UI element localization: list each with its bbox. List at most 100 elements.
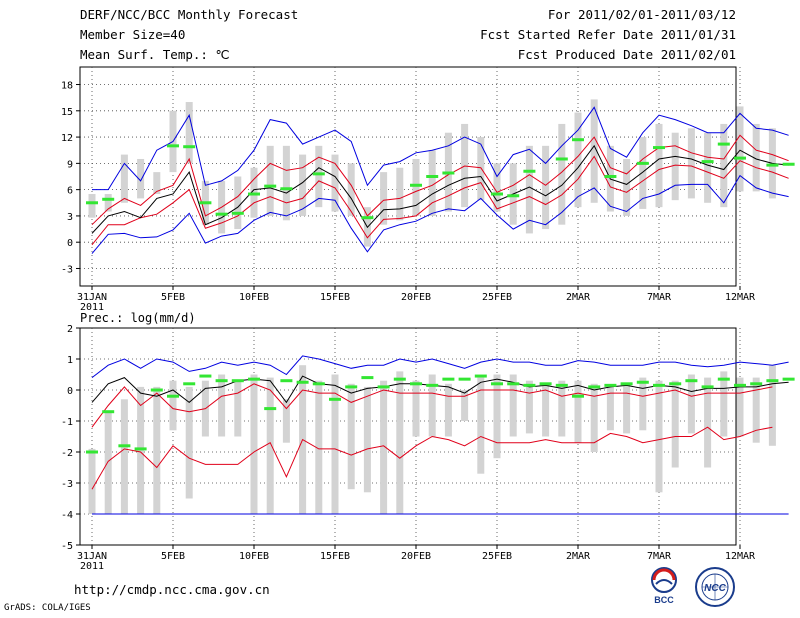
prec-xtick-label: 20FEB — [401, 551, 431, 562]
prec-obs-marker — [458, 377, 471, 381]
temp-obs-marker — [604, 175, 617, 178]
prec-box — [542, 383, 550, 437]
prec-obs-marker — [345, 385, 358, 389]
temp-outer-high-line — [92, 106, 789, 191]
prec-obs-marker — [442, 377, 455, 381]
prec-box — [655, 380, 663, 493]
temp-box — [88, 194, 96, 218]
prec-box — [736, 377, 744, 437]
prec-obs-marker — [717, 377, 730, 381]
prec-box — [428, 374, 436, 437]
prec-box — [768, 365, 776, 446]
temp-box — [428, 150, 436, 216]
temp-box — [315, 145, 323, 208]
temp-box — [525, 145, 533, 234]
temp-obs-marker — [183, 145, 196, 149]
prec-xtick-label: 25FEB — [482, 551, 512, 562]
temp-xtick-label: 25FEB — [482, 292, 512, 303]
prec-obs-marker — [572, 394, 584, 398]
ncc-logo: NCC — [695, 567, 735, 607]
temp-obs-marker — [653, 146, 665, 150]
temp-mean-line — [91, 144, 789, 234]
temp-obs-marker — [199, 201, 212, 205]
prec-xtick-label: 2MAR — [566, 551, 591, 562]
temp-obs-marker — [167, 144, 179, 148]
prec-ytick-label: -5 — [61, 541, 73, 552]
temp-obs-marker — [102, 197, 115, 201]
temp-box — [282, 145, 290, 221]
temp-obs-marker — [215, 212, 228, 216]
prec-ytick-label: 0 — [67, 386, 73, 397]
prec-box — [720, 371, 728, 437]
prec-obs-marker — [653, 383, 665, 387]
prec-box — [282, 399, 290, 443]
temp-obs-marker — [491, 192, 503, 196]
prec-obs-marker — [620, 382, 633, 386]
temp-box — [331, 154, 339, 212]
temp-obs-marker — [766, 163, 779, 167]
prec-box — [606, 386, 614, 431]
temp-obs-marker — [361, 216, 374, 220]
temp-obs-marker — [636, 161, 649, 165]
temp-obs-marker — [86, 201, 98, 205]
prec-obs-marker — [215, 379, 228, 383]
temp-xtick-label: 10FEB — [239, 292, 269, 303]
prec-box — [525, 380, 533, 434]
temp-box — [396, 167, 404, 221]
ncc-logo-text: NCC — [704, 583, 726, 594]
temp-ytick-label: 6 — [67, 186, 73, 197]
prec-year-label: 2011 — [80, 561, 104, 572]
temp-obs-marker — [523, 169, 536, 173]
prec-frame — [79, 327, 737, 546]
temp-box — [736, 106, 744, 192]
member-size-label: Member Size=40 — [80, 27, 186, 42]
prec-outer-high-line — [91, 355, 789, 378]
prec-panel: 31JAN 5FEB 10FEB 15FEB 20FEB 25FEB 2MAR 7MAR 12M… — [61, 311, 795, 572]
prec-obs-marker — [296, 380, 309, 384]
prec-xtick-label: 12MAR — [725, 551, 756, 562]
prec-box — [185, 386, 193, 499]
temp-obs-marker — [280, 187, 293, 191]
prec-box — [687, 374, 695, 434]
prec-obs-marker — [669, 382, 682, 386]
prec-obs-marker — [102, 410, 115, 414]
prec-obs-marker — [734, 383, 746, 387]
bcc-logo: BCC — [651, 567, 677, 605]
prec-obs-marker — [426, 383, 439, 387]
temp-ytick-label: 9 — [67, 159, 73, 170]
temp-box — [623, 158, 631, 216]
prec-obs-marker — [312, 382, 325, 386]
temp-box — [477, 137, 485, 201]
prec-xtick-label: 15FEB — [320, 551, 350, 562]
temp-frame — [79, 66, 737, 287]
temp-outer-low-line — [91, 174, 789, 254]
prec-obs-marker — [134, 447, 147, 451]
temp-xtick-label: 12MAR — [725, 292, 756, 303]
prec-box — [671, 380, 679, 468]
source-url[interactable]: http://cmdp.ncc.cma.gov.cn — [74, 582, 270, 597]
temp-box — [493, 163, 501, 212]
prec-box — [120, 399, 128, 514]
prec-box — [250, 374, 258, 514]
prec-obs-marker — [474, 374, 487, 378]
prec-box — [509, 374, 517, 437]
temp-obs-marker — [572, 138, 584, 142]
temp-xtick-label: 20FEB — [401, 292, 431, 303]
temp-box — [590, 99, 598, 203]
prec-obs-marker — [491, 382, 503, 386]
temp-box — [655, 123, 663, 208]
prec-box — [590, 383, 598, 452]
temp-box — [299, 154, 307, 216]
prec-obs-marker — [86, 450, 98, 454]
prec-box — [444, 383, 452, 437]
temp-box — [185, 102, 193, 164]
prec-obs-marker — [248, 377, 260, 381]
prec-xtick-label: 5FEB — [161, 551, 185, 562]
prec-box — [234, 380, 242, 437]
prec-box — [153, 386, 161, 514]
prec-xtick-label: 31JAN — [77, 551, 107, 562]
precip-title: Prec.: log(mm/d) — [80, 311, 196, 325]
prec-obs-marker — [766, 379, 779, 383]
temp-box — [639, 137, 647, 209]
prec-obs-marker — [231, 379, 244, 383]
